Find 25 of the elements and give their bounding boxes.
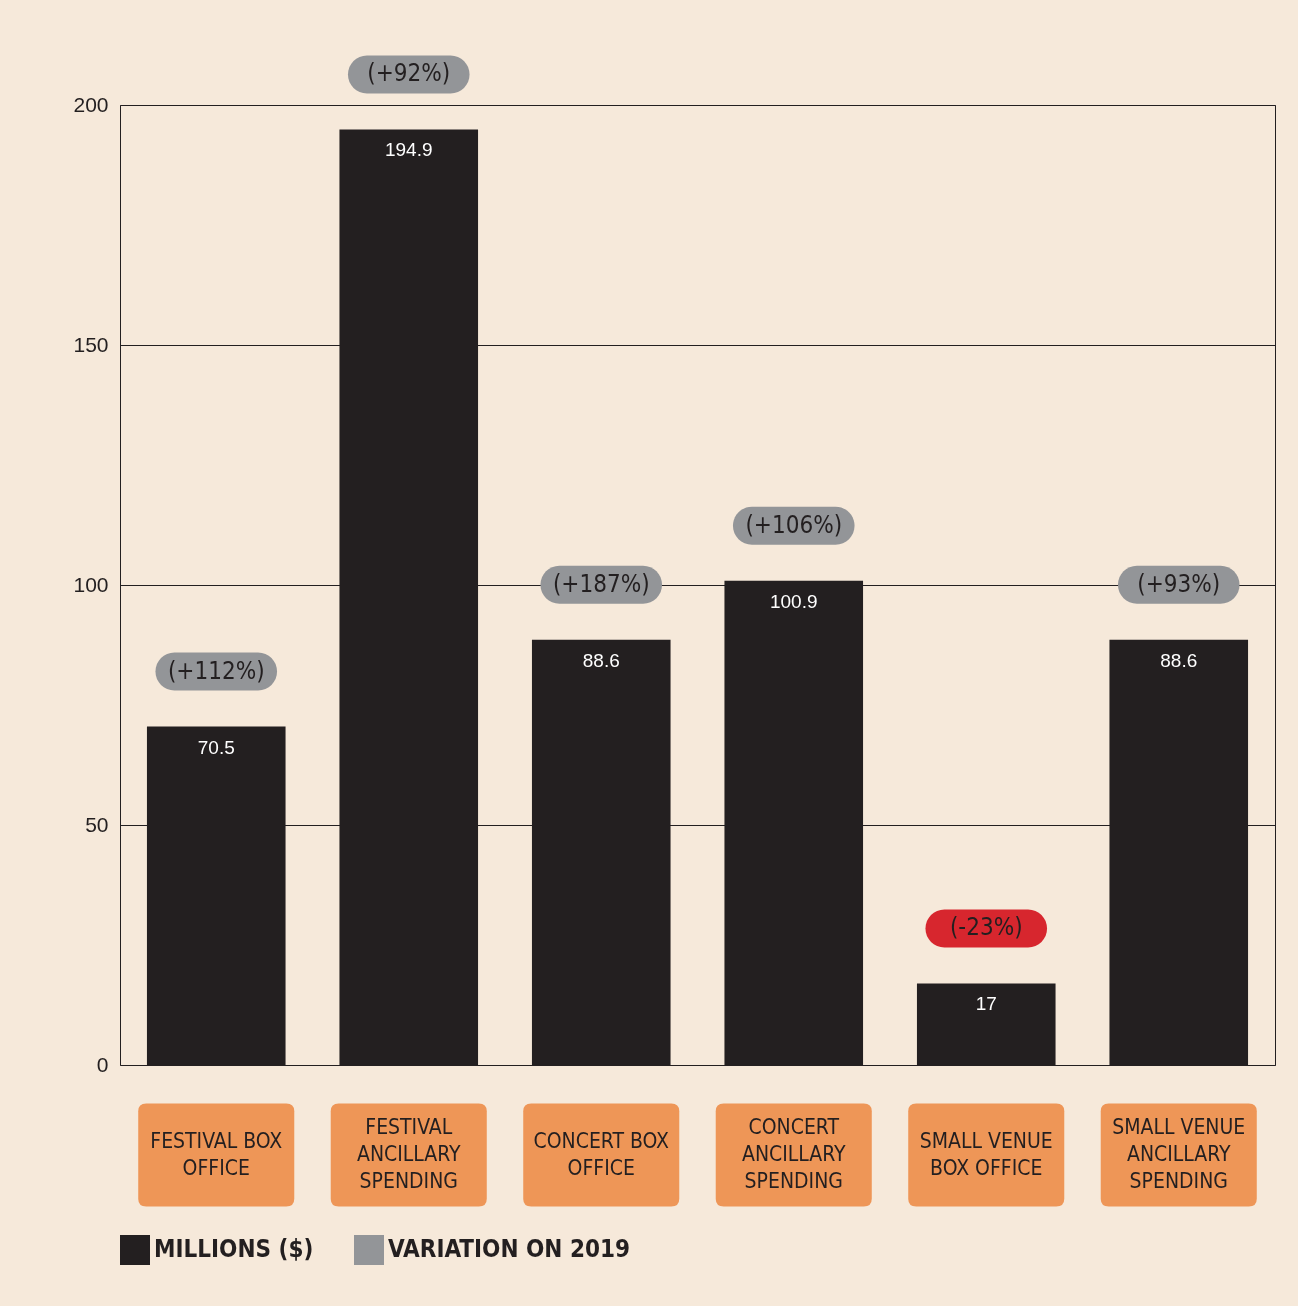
y-tick-label: 100 xyxy=(73,572,109,596)
x-tick-label: CONCERT ANCILLARY SPENDING xyxy=(741,1115,846,1193)
data-label: 100.9 xyxy=(769,590,818,612)
data-label: 17 xyxy=(975,993,997,1015)
legend-label: VARIATION ON 2019 xyxy=(388,1235,631,1263)
x-tick-label: SMALL VENUE ANCILLARY SPENDING xyxy=(1112,1115,1246,1193)
data-label: 88.6 xyxy=(1160,649,1198,671)
text: (+112%) xyxy=(167,656,265,685)
x-tick-label: SMALL VENUE BOX OFFICE xyxy=(919,1128,1053,1180)
text: (+92%) xyxy=(367,59,451,88)
x-tick-label: FESTIVAL ANCILLARY SPENDING xyxy=(356,1115,461,1193)
text: (+106%) xyxy=(745,510,843,539)
y-tick-label: 150 xyxy=(73,332,109,356)
data-label: 88.6 xyxy=(582,649,620,671)
text: (+93%) xyxy=(1137,569,1221,598)
legend-label: MILLIONS ($) xyxy=(154,1235,314,1263)
x-tick-label: CONCERT BOX OFFICE xyxy=(533,1128,670,1180)
y-tick-label: 200 xyxy=(73,92,109,116)
data-label: 194.9 xyxy=(384,139,433,161)
data-label: 70.5 xyxy=(197,736,235,758)
x-tick-label: FESTIVAL BOX OFFICE xyxy=(150,1128,283,1180)
y-tick-label: 0 xyxy=(96,1052,109,1076)
text: (-23%) xyxy=(949,913,1023,942)
text: (+187%) xyxy=(552,569,650,598)
y-tick-label: 50 xyxy=(85,812,109,836)
